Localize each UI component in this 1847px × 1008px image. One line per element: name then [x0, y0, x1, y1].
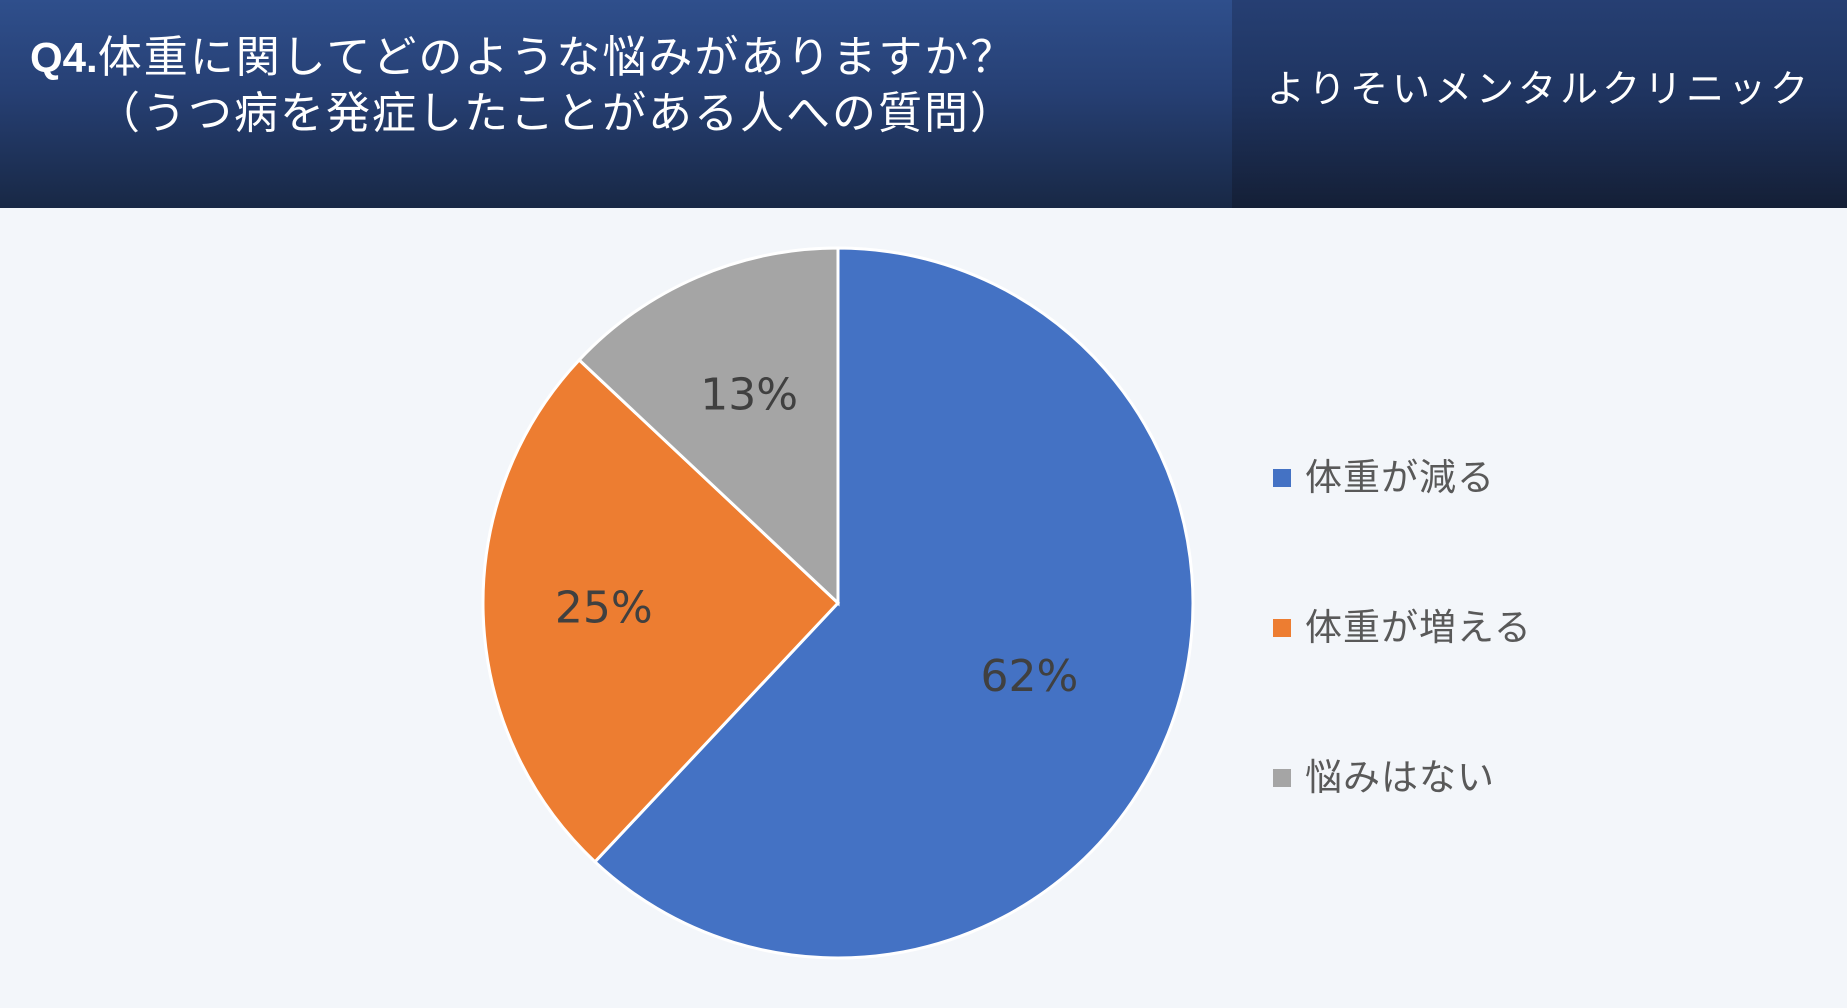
legend-label-1: 体重が減る — [1305, 456, 1495, 499]
pie-chart: 62% 25% 13% — [481, 246, 1195, 960]
legend-item-1: 体重が減る — [1273, 453, 1532, 603]
pie-slice-2 — [481, 357, 841, 864]
brand-panel: よりそいメンタルクリニック — [1232, 0, 1847, 208]
legend-item-3: 悩みはない — [1273, 753, 1532, 903]
legend-swatch-2 — [1273, 619, 1291, 637]
header-banner: Q4.体重に関してどのような悩みがありますか？ （うつ病を発症したことがある人へ… — [0, 0, 1847, 208]
title-prefix: Q4. — [30, 34, 98, 81]
pie-slice-3 — [577, 246, 840, 607]
chart-area: 62% 25% 13% 体重が減る体重が増える 悩みはない — [0, 208, 1847, 1008]
legend-swatch-3 — [1273, 769, 1291, 787]
data-label-3: 13% — [700, 370, 798, 421]
legend-label-3: 悩みはない — [1305, 756, 1495, 799]
data-label-2: 25% — [555, 582, 653, 633]
chart-title: Q4.体重に関してどのような悩みがありますか？ （うつ病を発症したことがある人へ… — [30, 30, 1220, 142]
clinic-name: よりそいメンタルクリニック — [1266, 67, 1813, 111]
legend-item-2: 体重が増える — [1273, 603, 1532, 753]
title-line-1: 体重に関してどのような悩みがありますか？ — [97, 32, 1017, 83]
pie-slice-1 — [592, 246, 1195, 960]
legend-swatch-1 — [1273, 469, 1291, 487]
legend-label-2: 体重が増える — [1305, 606, 1532, 649]
title-panel: Q4.体重に関してどのような悩みがありますか？ （うつ病を発症したことがある人へ… — [0, 0, 1232, 208]
title-line-2: （うつ病を発症したことがある人への質問） — [96, 88, 1016, 139]
legend: 体重が減る体重が増える 悩みはない — [1273, 453, 1532, 903]
data-label-1: 62% — [981, 651, 1079, 702]
